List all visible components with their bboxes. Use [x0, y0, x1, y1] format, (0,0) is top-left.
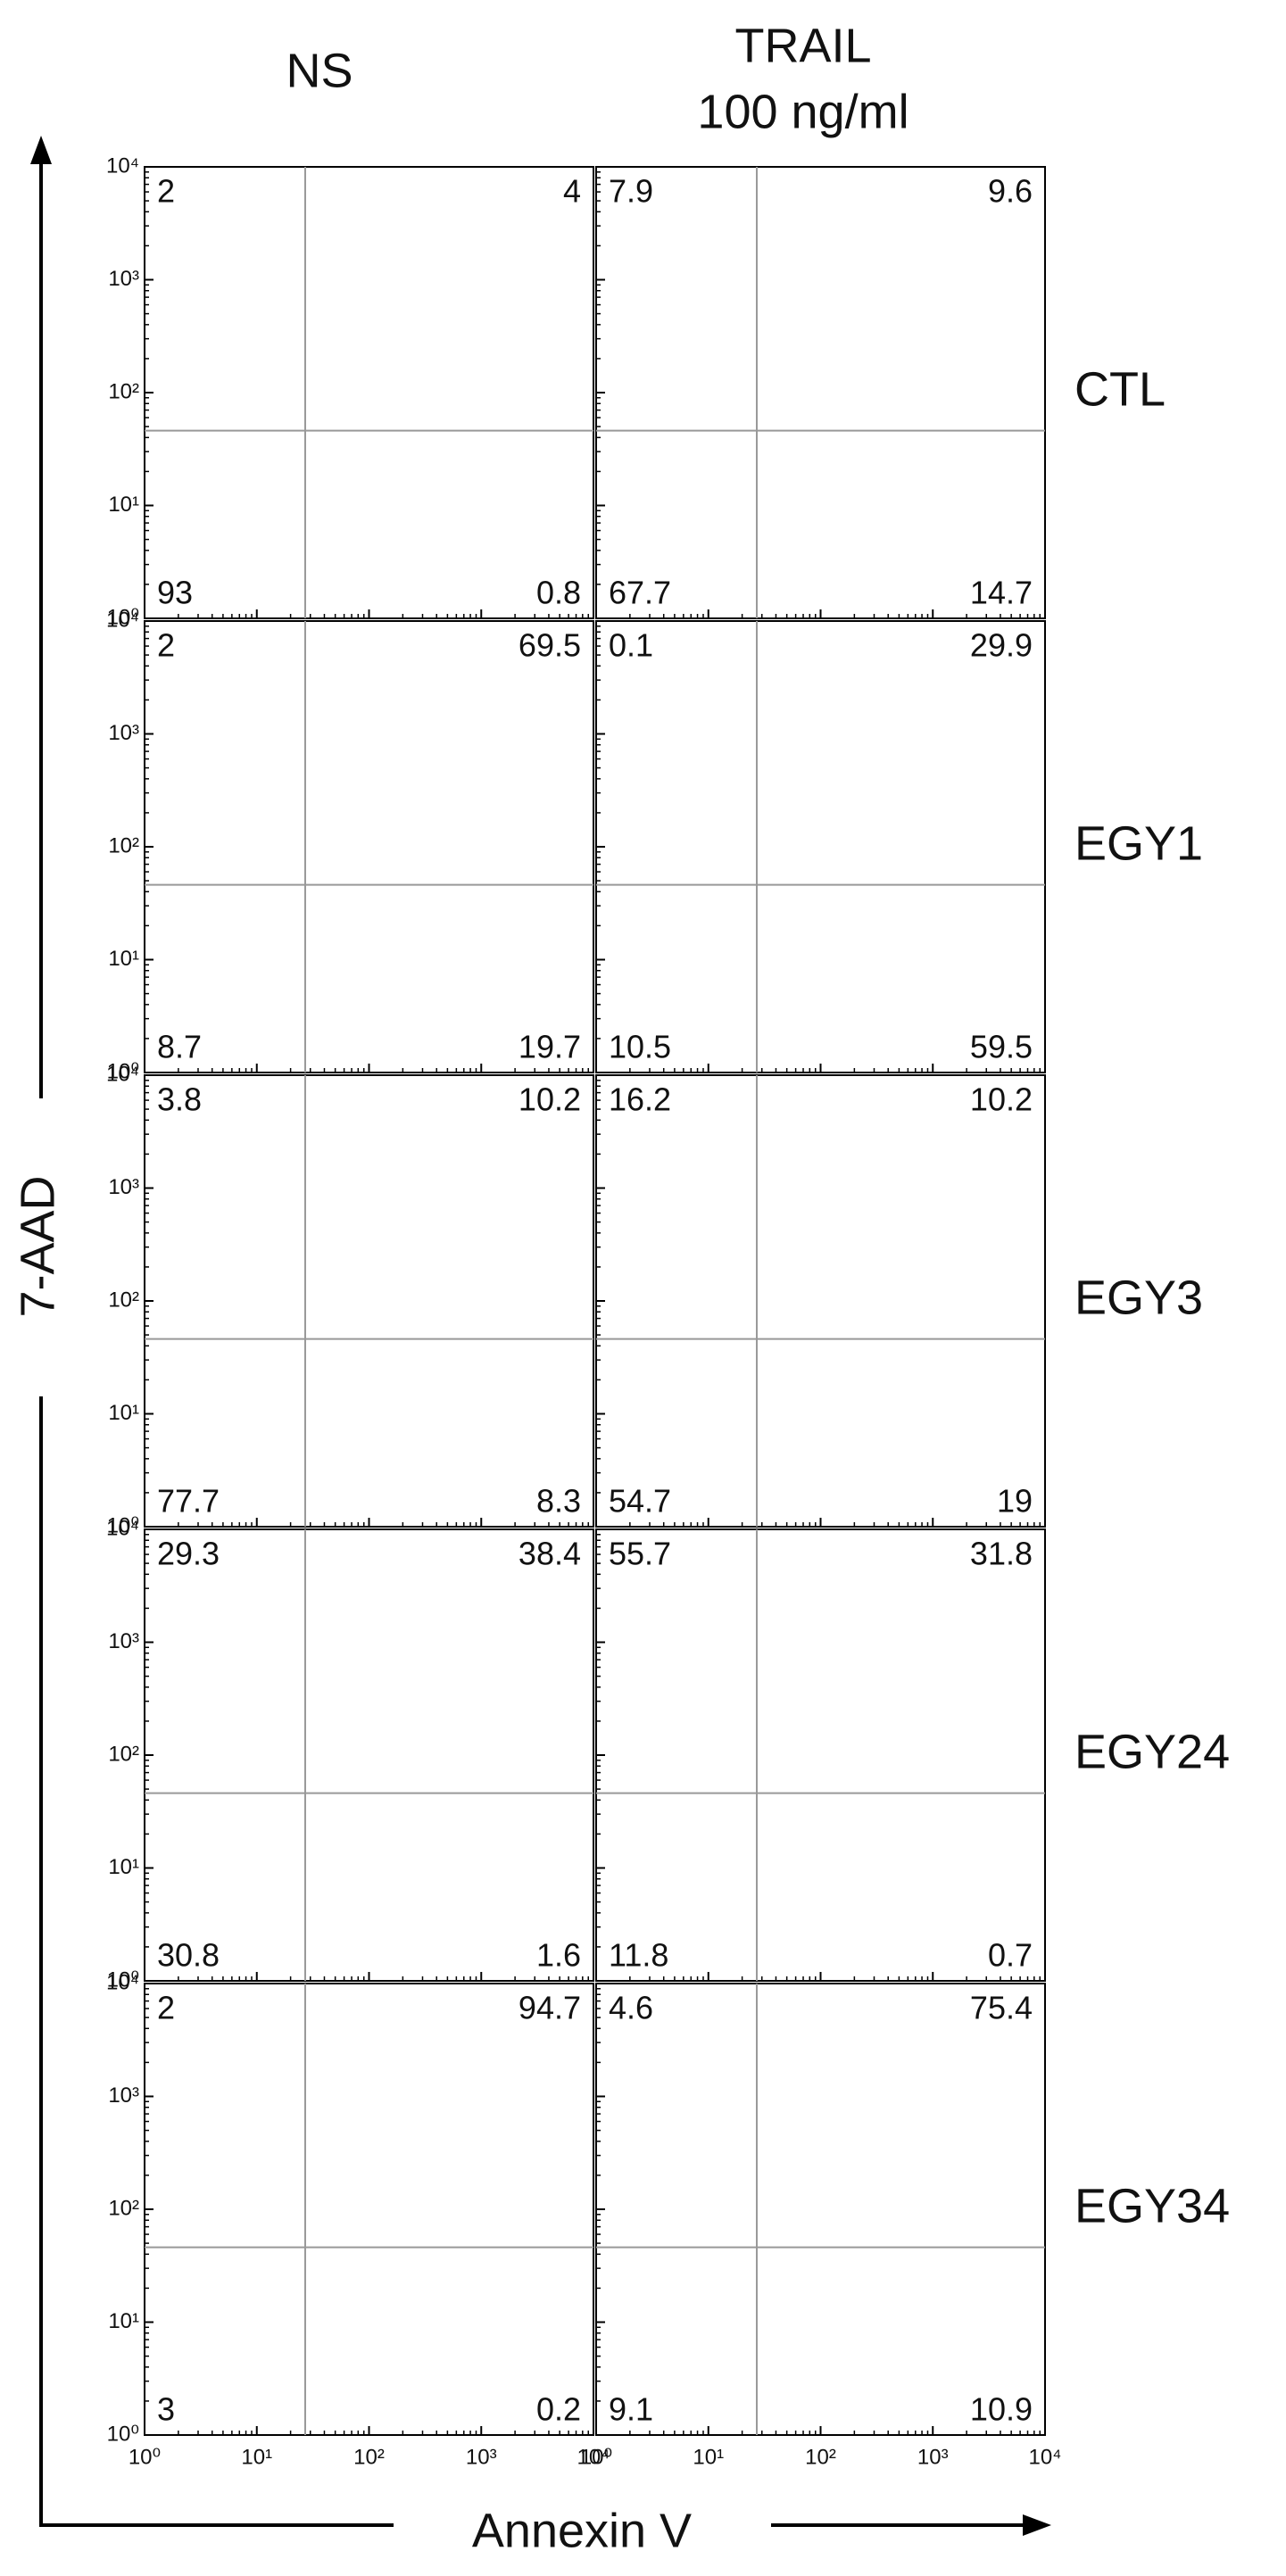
y-tick-label: 10¹ [108, 1401, 139, 1425]
quadrant-percent: 10.2 [970, 1081, 1033, 1118]
x-tick-label: 10¹ [241, 2445, 272, 2469]
quadrant-percent: 2 [157, 173, 175, 210]
x-arrowhead [1023, 2514, 1051, 2536]
column-header: 100 ng/ml [697, 85, 908, 138]
y-tick-label: 10³ [108, 267, 139, 291]
x-tick-label: 10¹ [693, 2445, 724, 2469]
row-label: EGY34 [1074, 2179, 1230, 2232]
axis-corner [39, 1396, 394, 2527]
quadrant-percent: 67.7 [609, 575, 671, 611]
quadrant-percent: 55.7 [609, 1536, 671, 1572]
quadrant-percent: 10.5 [609, 1029, 671, 1065]
quadrant-percent: 19.7 [519, 1029, 581, 1065]
x-tick-label: 10⁰ [580, 2445, 612, 2469]
y-tick-label: 10² [108, 1742, 139, 1766]
y-tick-label: 10⁴ [106, 1516, 139, 1540]
y-axis-label: 7-AAD [11, 1175, 64, 1317]
quadrant-percent: 38.4 [519, 1536, 581, 1572]
y-tick-label: 10¹ [108, 2309, 139, 2333]
y-arrowhead [30, 136, 52, 164]
quadrant-percent: 0.1 [609, 627, 653, 664]
y-tick-label: 10⁰ [107, 1967, 139, 1992]
y-tick-label: 10⁴ [106, 608, 139, 632]
x-axis-label: Annexin V [472, 2504, 692, 2557]
x-tick-label: 10³ [917, 2445, 949, 2469]
x-tick-label: 10⁴ [1028, 2445, 1061, 2469]
quadrant-percent: 9.6 [988, 173, 1033, 210]
y-tick-label: 10⁴ [106, 1062, 139, 1086]
row-label: CTL [1074, 362, 1166, 416]
quadrant-percent: 14.7 [970, 575, 1033, 611]
x-tick-label: 10⁴ [577, 2445, 610, 2469]
y-tick-label: 10⁴ [106, 1970, 139, 1994]
y-tick-label: 10² [108, 833, 139, 857]
quadrant-percent: 2 [157, 1990, 175, 2026]
quadrant-percent: 16.2 [609, 1081, 671, 1118]
row-label: EGY24 [1074, 1725, 1230, 1778]
quadrant-percent: 31.8 [970, 1536, 1033, 1572]
x-tick-label: 10⁰ [129, 2445, 161, 2469]
quadrant-percent: 59.5 [970, 1029, 1033, 1065]
quadrant-percent: 54.7 [609, 1483, 671, 1520]
y-tick-label: 10³ [108, 721, 139, 745]
quadrant-percent: 29.3 [157, 1536, 220, 1572]
quadrant-percent: 7.9 [609, 173, 653, 210]
row-label: EGY3 [1074, 1271, 1203, 1324]
quadrant-percent: 10.9 [970, 2391, 1033, 2428]
y-tick-label: 10² [108, 1288, 139, 1312]
quadrant-percent: 2 [157, 627, 175, 664]
column-header: TRAIL [734, 19, 871, 72]
y-tick-label: 10¹ [108, 493, 139, 517]
quadrant-percent: 8.7 [157, 1029, 202, 1065]
quadrant-percent: 11.8 [609, 1937, 668, 1974]
y-tick-label: 10¹ [108, 1855, 139, 1879]
y-tick-label: 10² [108, 2196, 139, 2220]
y-tick-label: 10⁰ [107, 1059, 139, 1083]
quadrant-percent: 75.4 [970, 1990, 1033, 2026]
quadrant-percent: 30.8 [157, 1937, 220, 1974]
x-tick-label: 10³ [466, 2445, 497, 2469]
quadrant-percent: 0.8 [536, 575, 581, 611]
row-label: EGY1 [1074, 816, 1203, 870]
quadrant-percent: 29.9 [970, 627, 1033, 664]
quadrant-percent: 4.6 [609, 1990, 653, 2026]
y-tick-label: 10⁰ [107, 1513, 139, 1537]
y-tick-label: 10³ [108, 1629, 139, 1653]
quadrant-percent: 94.7 [519, 1990, 581, 2026]
quadrant-percent: 8.3 [536, 1483, 581, 1520]
quadrant-percent: 10.2 [519, 1081, 581, 1118]
quadrant-percent: 3.8 [157, 1081, 202, 1118]
y-tick-label: 10³ [108, 1175, 139, 1199]
y-tick-label: 10³ [108, 2083, 139, 2108]
y-tick-label: 10⁰ [107, 2422, 139, 2446]
y-tick-label: 10⁰ [107, 605, 139, 629]
y-tick-label: 10¹ [108, 947, 139, 971]
quadrant-percent: 0.7 [988, 1937, 1033, 1974]
x-tick-label: 10² [353, 2445, 385, 2469]
quadrant-percent: 0.2 [536, 2391, 581, 2428]
x-tick-label: 10² [805, 2445, 836, 2469]
column-header: NS [286, 44, 353, 97]
y-tick-label: 10⁴ [106, 153, 139, 178]
quadrant-percent: 3 [157, 2391, 175, 2428]
quadrant-percent: 77.7 [157, 1483, 220, 1520]
quadrant-percent: 9.1 [609, 2391, 653, 2428]
quadrant-percent: 69.5 [519, 627, 581, 664]
quadrant-percent: 93 [157, 575, 193, 611]
y-tick-label: 10² [108, 379, 139, 403]
quadrant-percent: 19 [997, 1483, 1033, 1520]
quadrant-percent: 4 [563, 173, 581, 210]
quadrant-percent: 1.6 [536, 1937, 581, 1974]
